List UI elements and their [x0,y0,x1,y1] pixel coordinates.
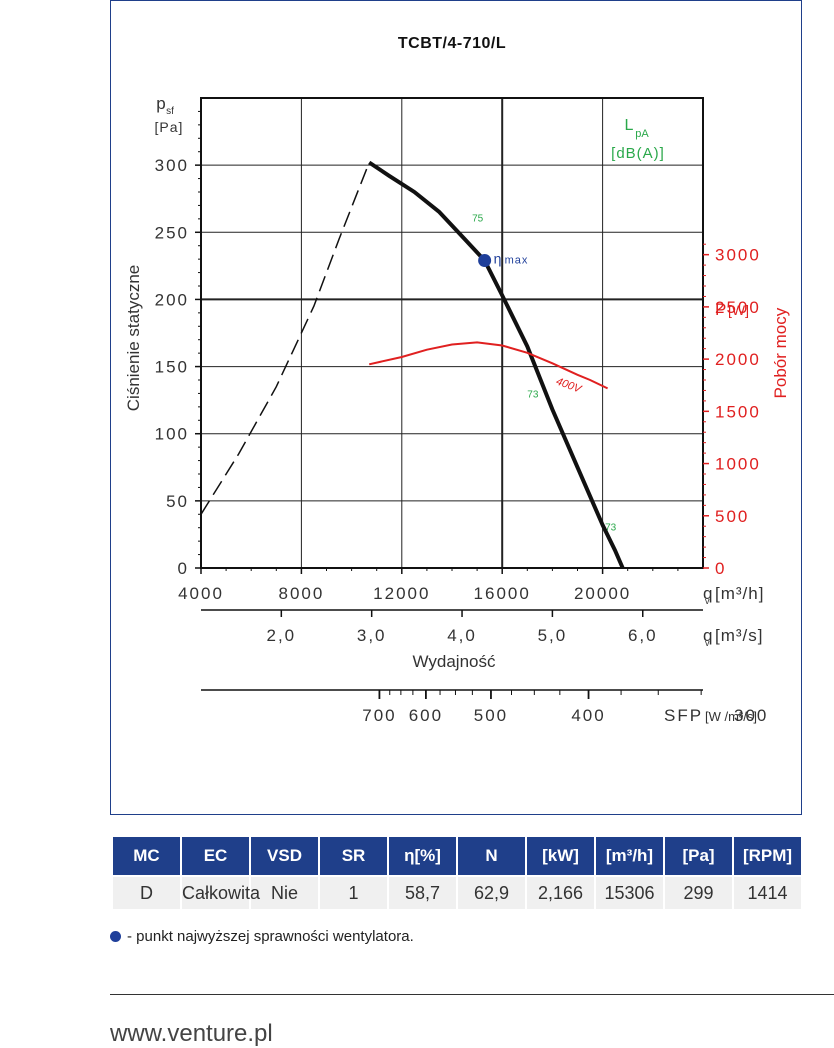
y2-tick-label: 3000 [715,246,761,265]
x2-axis-symbol: q [703,626,712,645]
x2-tick-label: 3,0 [357,626,387,645]
eta-max-legend-dot-icon [110,931,121,942]
footer-url: www.venture.pl [110,1020,273,1047]
eta-max-point [478,253,492,267]
eta-max-label-sub: max [505,254,529,266]
x2-tick-label: 2,0 [266,626,296,645]
y-axis-symbol: p [156,94,165,113]
sound-level-label: 75 [472,214,484,225]
table-header-row: MC EC VSD SR η[%] N [kW] [m³/h] [Pa] [RP… [113,837,801,875]
x-tick-label: 4000 [178,584,224,603]
x2-axis-unit: [m³/s] [715,626,764,645]
cell-pressure: 299 [665,875,732,909]
x-axis-title: Wydajność [413,652,496,671]
y2-tick-label: 2500 [715,298,761,317]
footer-divider [110,994,834,995]
sfp-tick-label: 600 [409,706,443,725]
sound-level-label: 73 [527,389,539,400]
sfp-axis-symbol: SFP [664,706,703,725]
x-axis-symbol: q [703,584,712,603]
header-efficiency: η[%] [389,837,456,875]
chart-frame: TCBT/4-710/L 0 50 100 150 200 250 300 p sf [Pa] Ciś… [110,0,802,815]
y-tick-label: 200 [155,290,189,309]
header-rpm: [RPM] [734,837,801,875]
cell-rpm: 1414 [734,875,801,909]
x-tick-label: 12000 [373,584,430,603]
header-n: N [458,837,525,875]
lpa-unit: [dB(A)] [611,145,665,162]
y-axis-symbol-sub: sf [166,106,174,117]
fan-performance-chart: TCBT/4-710/L 0 50 100 150 200 250 300 p sf [Pa] Ciś… [124,35,790,725]
sfp-tick-label: 300 [734,706,768,725]
specs-table: MC EC VSD SR η[%] N [kW] [m³/h] [Pa] [RP… [111,837,803,909]
y-axis-unit: [Pa] [155,119,184,135]
sfp-tick-label: 500 [474,706,508,725]
x2-tick-label: 4,0 [447,626,477,645]
sound-level-label: 73 [605,522,617,533]
x2-tick-label: 6,0 [628,626,658,645]
sfp-tick-label: 700 [362,706,396,725]
eta-max-label: η [494,250,502,266]
x-axis-unit: [m³/h] [715,584,764,603]
cell-kw: 2,166 [527,875,594,909]
plot-border [200,97,704,569]
sfp-axis-unit: [W /m³/s] [705,709,757,724]
y2-tick-label: 0 [715,559,726,578]
lpa-symbol-sub: pA [635,128,649,140]
x-tick-label: 20000 [574,584,631,603]
legend-note: - punkt najwyższej sprawności wentylator… [110,928,414,945]
cell-efficiency: 58,7 [389,875,456,909]
pressure-curve-unstable [200,162,370,515]
y-tick-label: 50 [166,492,189,511]
pressure-curve [368,160,625,569]
cell-flow: 15306 [596,875,663,909]
header-vsd: VSD [251,837,318,875]
y2-axis-unit: [W] [728,302,749,318]
power-curve [368,341,609,390]
header-flow: [m³/h] [596,837,663,875]
x-axis-symbol-sub: v [705,596,710,606]
legend-note-text: - punkt najwyższej sprawności wentylator… [127,928,414,945]
y2-axis-symbol: P [715,300,726,319]
x-tick-label: 16000 [474,584,531,603]
header-pressure: [Pa] [665,837,732,875]
y2-tick-label: 1500 [715,402,761,421]
sfp-tick-label: 400 [571,706,605,725]
cell-vsd: Nie [251,875,318,909]
cell-n: 62,9 [458,875,525,909]
x2-tick-label: 5,0 [538,626,568,645]
header-kw: [kW] [527,837,594,875]
x-tick-label: 8000 [278,584,324,603]
cell-sr: 1 [320,875,387,909]
y-tick-label: 100 [155,425,189,444]
cell-mc: D [113,875,180,909]
y-tick-label: 300 [155,156,189,175]
chart-title: TCBT/4-710/L [398,35,506,52]
table-row: D Całkowita Nie 1 58,7 62,9 2,166 15306 … [113,875,801,909]
header-ec: EC [182,837,249,875]
y2-axis-title: Pobór mocy [771,307,790,398]
y-tick-label: 250 [155,223,189,242]
header-mc: MC [113,837,180,875]
y2-tick-label: 1000 [715,455,761,474]
x2-axis-symbol-sub: v [705,638,710,648]
header-sr: SR [320,837,387,875]
lpa-symbol: L [625,117,634,134]
y-tick-label: 150 [155,358,189,377]
y2-tick-label: 2000 [715,350,761,369]
y-tick-label: 0 [178,559,189,578]
cell-ec: Całkowita [182,875,260,909]
y2-tick-label: 500 [715,507,749,526]
power-curve-label: 400V [554,376,584,397]
y-axis-title: Ciśnienie statyczne [124,265,143,411]
